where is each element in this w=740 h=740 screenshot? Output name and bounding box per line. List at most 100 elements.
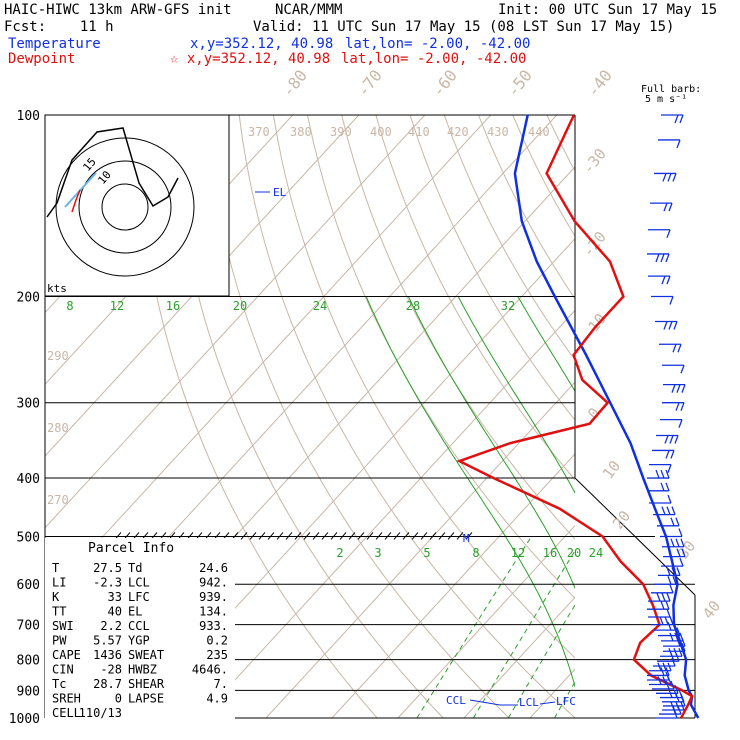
wind-barbs (647, 114, 686, 719)
hatch-mark (330, 532, 338, 540)
dry-adiabat-line (307, 115, 575, 600)
wind-barb-flag (665, 469, 670, 479)
wind-barb-flag (680, 538, 685, 547)
parcel-info-value: 28.7 (93, 677, 122, 691)
hatch-mark (258, 532, 266, 540)
parcel-info-value: 933. (199, 619, 228, 633)
pressure-tick-label: 900 (17, 684, 40, 699)
wind-barb-flag (669, 616, 674, 625)
mixing-ratio-label: 3 (374, 546, 381, 560)
moist-adiabat-line (407, 296, 575, 590)
org-label: NCAR/MMM (275, 2, 343, 18)
parcel-info-value: 1436 (93, 648, 122, 662)
hatch-mark (249, 532, 257, 540)
wind-barb-flag (667, 494, 672, 504)
hatch-mark (393, 532, 401, 540)
wind-barb-flag (660, 469, 665, 479)
mixing-ratio-label: 2 (336, 546, 343, 560)
dry-adiabat-line (136, 115, 378, 718)
parcel-info-key: LFC (128, 590, 150, 604)
hatch-mark (402, 532, 410, 540)
pressure-tick-label: 200 (17, 291, 40, 306)
wind-barb-flag (659, 616, 664, 625)
mixing-ratio-label: 20 (567, 546, 581, 560)
isotherm-line (397, 524, 575, 718)
lfc-label: LFC (556, 695, 576, 708)
parcel-info-title: Parcel Info (88, 541, 174, 556)
wind-barb-flag (664, 435, 669, 444)
moist-adiabat-label: 16 (166, 299, 180, 313)
wind-barb-flag (667, 464, 672, 473)
hatch-mark (465, 532, 473, 540)
hatch-mark (285, 532, 293, 540)
hatch-mark (429, 532, 437, 540)
parcel-info-key: HWBZ (128, 663, 157, 677)
hatch-mark (267, 532, 275, 540)
hodograph-trace-sfc (71, 189, 81, 213)
hatch-mark (411, 532, 419, 540)
hodograph-ring (78, 160, 172, 254)
isotherm-label: -60 (428, 66, 461, 100)
hatch-mark (357, 532, 365, 540)
parcel-info-key: YGP (128, 634, 150, 648)
wind-barb-flag (679, 114, 684, 124)
wind-barb-flag (669, 584, 674, 594)
wind-barb-flag (672, 621, 677, 631)
hodograph-ring (101, 183, 149, 231)
hodograph-unit: kts (47, 282, 67, 295)
mixing-ratio-line (693, 537, 740, 719)
wind-barb-flag (673, 648, 678, 657)
wind-barb-flag (666, 506, 671, 515)
hatch-mark (321, 532, 329, 540)
wind-barb-flag (675, 517, 680, 527)
barb-legend-unit: 5 m s⁻¹ (645, 94, 688, 105)
wind-barb-flag (678, 419, 683, 428)
wind-barb-flag (669, 435, 674, 444)
mixing-ratio-line (472, 549, 575, 718)
parcel-info-key: CELL (52, 706, 81, 720)
hatch-mark (240, 532, 248, 540)
parcel-info-key: SHEAR (128, 677, 165, 691)
isotherm-line (662, 115, 740, 718)
wind-barb-flag (661, 275, 666, 285)
parcel-levels: EL M CCL LCL LFC (255, 186, 576, 709)
wind-barb-flag (662, 173, 667, 182)
parcel-info-key: SWEAT (128, 648, 164, 662)
dewpoint-legend: Dewpoint (8, 51, 76, 67)
hodograph-trace-upper (46, 127, 179, 218)
parcel-info-value: 0 (115, 692, 122, 706)
pressure-tick-label: 500 (17, 530, 40, 545)
isotherm-line (529, 668, 575, 718)
isotherm-label: -80 (278, 66, 311, 100)
moist-adiabat-line (457, 296, 575, 494)
wind-barb-flag (679, 557, 684, 567)
wind-barb-flag (672, 173, 677, 182)
pressure-tick-label: 400 (17, 472, 40, 487)
parcel-info-key: SREH (52, 692, 81, 706)
parcel-info-value: 110/13 (79, 706, 122, 720)
mixing-ratio-line (713, 537, 740, 719)
dry-adiabat-line (272, 115, 575, 659)
theta-label: 270 (47, 493, 69, 507)
moist-adiabat-label: 8 (66, 299, 73, 313)
dry-adiabat-line (341, 115, 575, 540)
wind-barb-flag (674, 632, 679, 642)
wind-barb-flag (673, 321, 678, 330)
wind-barb-flag (663, 321, 668, 330)
hatch-mark (348, 532, 356, 540)
hodograph-frame (44, 114, 230, 297)
wind-barb-flag (667, 173, 672, 182)
isotherm-line (463, 596, 575, 718)
mixing-ratio-label: 5 (423, 546, 430, 560)
isotherm-label: -30 (579, 145, 610, 177)
hatch-mark (456, 532, 464, 540)
wind-barb-flag (681, 643, 686, 652)
parcel-info-key: CIN (52, 663, 74, 677)
wind-barb-flag (678, 528, 683, 537)
parcel-info-value: 939. (199, 590, 228, 604)
wind-barb-flag (666, 275, 671, 285)
mixing-ratio-label: 12 (511, 546, 525, 560)
wind-barb-flag (666, 592, 671, 602)
